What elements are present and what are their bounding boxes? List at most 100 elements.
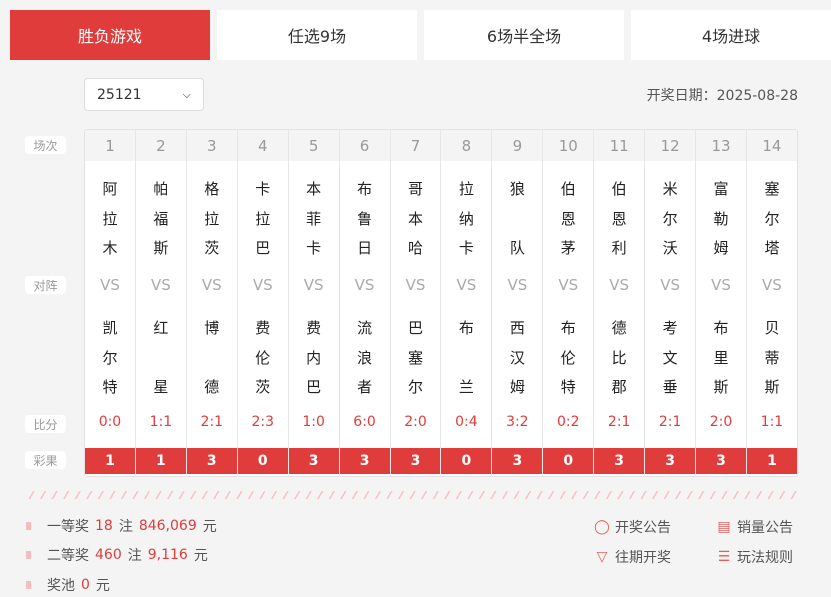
tab-win-lose[interactable]: 胜负游戏 [10,10,210,60]
away-team-char: 斯 [764,378,780,396]
away-team-char: 巴 [407,319,423,337]
vs-label: VS [405,276,426,294]
away-team-char: 尔 [102,348,118,367]
home-team: 米尔沃 [645,178,695,258]
match-no: 11 [594,130,645,161]
score: 3:2 [506,414,529,430]
match-no: 1 [85,130,135,161]
home-team-char: 狼 [509,180,525,198]
away-team-char: 布 [458,319,474,337]
away-team-char: 西 [509,319,525,337]
home-team: 卡拉巴 [238,178,288,258]
match-no: 6 [339,130,390,161]
result: 0 [543,448,594,474]
home-team-char: 巴 [255,239,271,257]
vs-label: VS [558,276,579,294]
score: 2:1 [200,414,224,430]
away-team: 凯尔特 [85,317,135,397]
away-team-char: 布 [713,319,729,337]
home-team: 伯恩利 [594,178,644,258]
tab-4-goals[interactable]: 4场进球 [631,10,831,60]
away-team: 布里斯 [696,317,746,397]
home-team-char: 拉 [255,209,271,228]
result: 1 [746,448,797,474]
result: 0 [441,448,492,474]
result: 3 [288,448,339,474]
score: 2:1 [607,414,631,430]
second-prize-amount: 9,116 [147,547,188,563]
away-team-char: 费 [255,319,271,337]
sales-label: 销量公告 [737,520,793,536]
away-team-char: 郡 [611,378,627,396]
prize-pool: 奖池 0 元 [26,575,110,595]
score: 1:0 [302,414,325,430]
bullet [26,581,31,589]
away-team-char: 蒂 [764,348,780,367]
result: 3 [339,448,390,474]
away-team-char: 德 [204,378,220,396]
home-team-char: 勒 [713,209,729,228]
second-prize-count: 460 [95,547,122,563]
away-team: 费内巴 [289,317,339,397]
vs-label: VS [201,276,222,294]
announcement-link[interactable]: ◯ 开奖公告 [594,517,671,537]
home-team: 布鲁日 [340,178,390,258]
match-no: 4 [237,130,288,161]
home-team: 富勒姆 [696,178,746,258]
score: 2:1 [658,414,682,430]
home-team-char: 卡 [306,239,322,257]
away-team-char: 特 [560,378,576,396]
away-team-char: 塞 [407,348,423,367]
away-team-char: 茨 [255,378,271,396]
bullet [26,522,31,530]
away-team-char: 红 [153,319,169,337]
result: 3 [594,448,645,474]
pool-label: 奖池 [47,578,75,594]
home-team-char: 富 [713,180,729,198]
score: 6:0 [353,414,376,430]
second-prize: 二等奖 460 注 9,116 元 [26,545,208,565]
issue-select[interactable]: 25121 ⌵ [84,78,204,111]
match-column: 13 富勒姆 VS 布里斯 2:0 3 [696,130,747,476]
home-team-char: 茅 [560,239,576,257]
result: 3 [390,448,441,474]
tab-pick-9[interactable]: 任选9场 [217,10,417,60]
home-team: 伯恩茅 [543,178,593,258]
vs-label: VS [100,276,120,294]
tab-6-half-full[interactable]: 6场半全场 [424,10,624,60]
vs-label: VS [150,276,171,294]
match-column: 14 塞尔塔 VS 贝蒂斯 1:1 1 [746,130,797,476]
away-team-char: 文 [662,348,678,367]
first-prize-amount: 846,069 [138,518,197,534]
rules-link[interactable]: ☰ 玩法规则 [716,547,793,567]
away-team-char: 凯 [102,319,118,337]
label-score: 比分 [25,415,66,433]
home-team-char: 布 [357,180,373,198]
vs-label: VS [303,276,324,294]
result: 1 [135,448,186,474]
sales-link[interactable]: ▤ 销量公告 [716,517,793,537]
result: 3 [696,448,746,474]
away-team-char: 星 [153,378,169,396]
away-team: 流浪者 [340,317,390,397]
home-team-char: 拉 [102,209,118,228]
match-column: 8 拉纳卡 VS 布兰 0:4 0 [441,130,493,476]
score: 2:0 [404,414,427,430]
home-team-char: 拉 [458,180,474,198]
match-column: 10 伯恩茅 VS 布伦特 0:2 0 [543,130,595,476]
away-team-char: 伦 [255,348,271,367]
match-no: 14 [746,130,797,161]
home-team-char: 菲 [306,209,322,228]
announcement-label: 开奖公告 [615,520,671,536]
away-team-char: 尔 [407,378,423,396]
match-column: 9 狼队 VS 西汉姆 3:2 3 [492,130,544,476]
divider-stripe [26,491,798,499]
match-column: 11 伯恩利 VS 德比郡 2:1 3 [594,130,646,476]
result: 3 [186,448,237,474]
away-team-char: 博 [204,319,220,337]
history-link[interactable]: ▽ 往期开奖 [594,547,671,567]
match-column: 2 帕福斯 VS 红星 1:1 1 [135,130,187,476]
pool-amount: 0 [81,577,90,593]
score: 2:3 [251,414,274,430]
